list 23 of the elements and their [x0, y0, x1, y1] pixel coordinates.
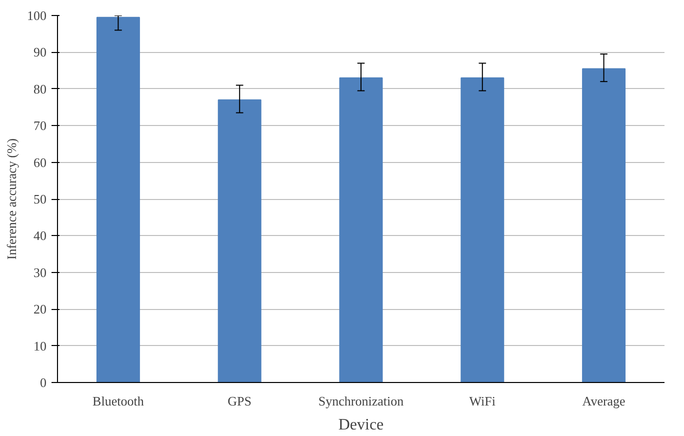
x-tick-label: Synchronization	[318, 394, 404, 408]
y-tick-label: 20	[34, 302, 46, 317]
y-axis-title: Inference accuracy (%)	[4, 138, 19, 260]
y-tick-label: 40	[34, 228, 46, 244]
y-tick-label: 60	[34, 154, 46, 170]
y-tick-label: 90	[34, 44, 46, 60]
y-tick-label: 0	[40, 375, 46, 390]
bar	[460, 77, 504, 382]
y-tick-label: 10	[34, 338, 46, 354]
x-tick-label: Average	[582, 394, 626, 408]
x-tick-label: GPS	[228, 394, 252, 408]
y-tick-label: 30	[34, 264, 46, 280]
y-tick-label: 80	[34, 81, 46, 96]
bar	[582, 68, 626, 382]
bar	[339, 77, 383, 382]
y-tick-label: 100	[27, 8, 46, 23]
bar	[96, 16, 140, 382]
x-tick-label: Bluetooth	[92, 394, 144, 408]
x-axis-title: Device	[338, 416, 384, 434]
bar	[218, 99, 262, 382]
y-tick-label: 70	[34, 118, 46, 134]
x-tick-label: WiFi	[469, 394, 496, 408]
y-tick-label: 50	[34, 192, 46, 206]
